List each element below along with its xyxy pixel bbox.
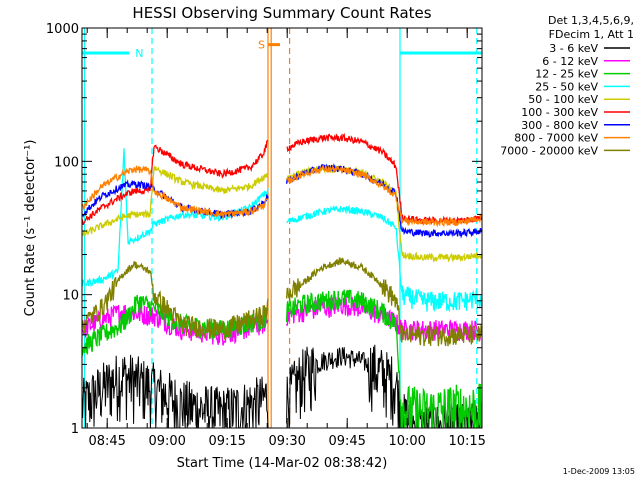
footer-timestamp: 1-Dec-2009 13:05: [563, 467, 635, 476]
y-axis-label: Count Rate (s⁻¹ detector⁻¹): [23, 140, 38, 317]
x-tick-label: 09:30: [268, 434, 305, 449]
y-tick-label: 1: [71, 422, 79, 437]
legend-label: 100 - 300 keV: [521, 106, 598, 119]
plot-frame: [81, 27, 483, 429]
x-tick-label: 10:00: [388, 434, 425, 449]
legend-label: 3 - 6 keV: [549, 42, 598, 55]
legend-label: 25 - 50 keV: [535, 80, 598, 93]
legend: Det 1,3,4,5,6,9, FDecim 1, Att 1 3 - 6 k…: [500, 14, 634, 157]
series-line: [285, 289, 482, 428]
series-line: [82, 165, 269, 237]
x-tick-label: 09:00: [148, 434, 185, 449]
legend-header-line-2: FDecim 1, Att 1: [549, 28, 634, 41]
series-line: [82, 354, 269, 428]
marker-bars: NS: [82, 39, 482, 60]
chart-title: HESSI Observing Summary Count Rates: [132, 4, 431, 22]
y-axis: 1 10 100 1000: [46, 22, 482, 437]
series-line: [286, 132, 482, 226]
series-line: [285, 162, 482, 239]
y-tick-label: 100: [54, 155, 79, 170]
series-line: [82, 139, 269, 225]
series-line: [285, 256, 482, 347]
series-line: [286, 164, 482, 228]
legend-label: 800 - 7000 keV: [514, 132, 598, 145]
series-group: [82, 132, 482, 428]
marker-label: N: [135, 47, 143, 60]
y-tick-label: 10: [62, 289, 79, 304]
x-axis: 08:45 09:00 09:15 09:30 09:45 10:00 10:15: [86, 28, 486, 449]
x-axis-label: Start Time (14-Mar-02 08:38:42): [177, 456, 388, 471]
legend-label: 6 - 12 keV: [542, 55, 598, 68]
x-tick-label: 08:45: [88, 434, 125, 449]
legend-label: 12 - 25 keV: [535, 68, 598, 81]
legend-label: 300 - 800 keV: [521, 119, 598, 132]
legend-label: 7000 - 20000 keV: [500, 144, 598, 157]
series-line: [82, 260, 269, 342]
series-line: [82, 165, 269, 219]
x-tick-label: 09:15: [208, 434, 245, 449]
y-tick-label: 1000: [46, 22, 79, 37]
x-tick-label: 10:15: [448, 434, 485, 449]
marker-label: S: [258, 39, 265, 52]
x-tick-label: 09:45: [328, 434, 365, 449]
series-line: [286, 204, 482, 313]
legend-header-line-1: Det 1,3,4,5,6,9,: [548, 14, 634, 27]
legend-label: 50 - 100 keV: [528, 93, 598, 106]
